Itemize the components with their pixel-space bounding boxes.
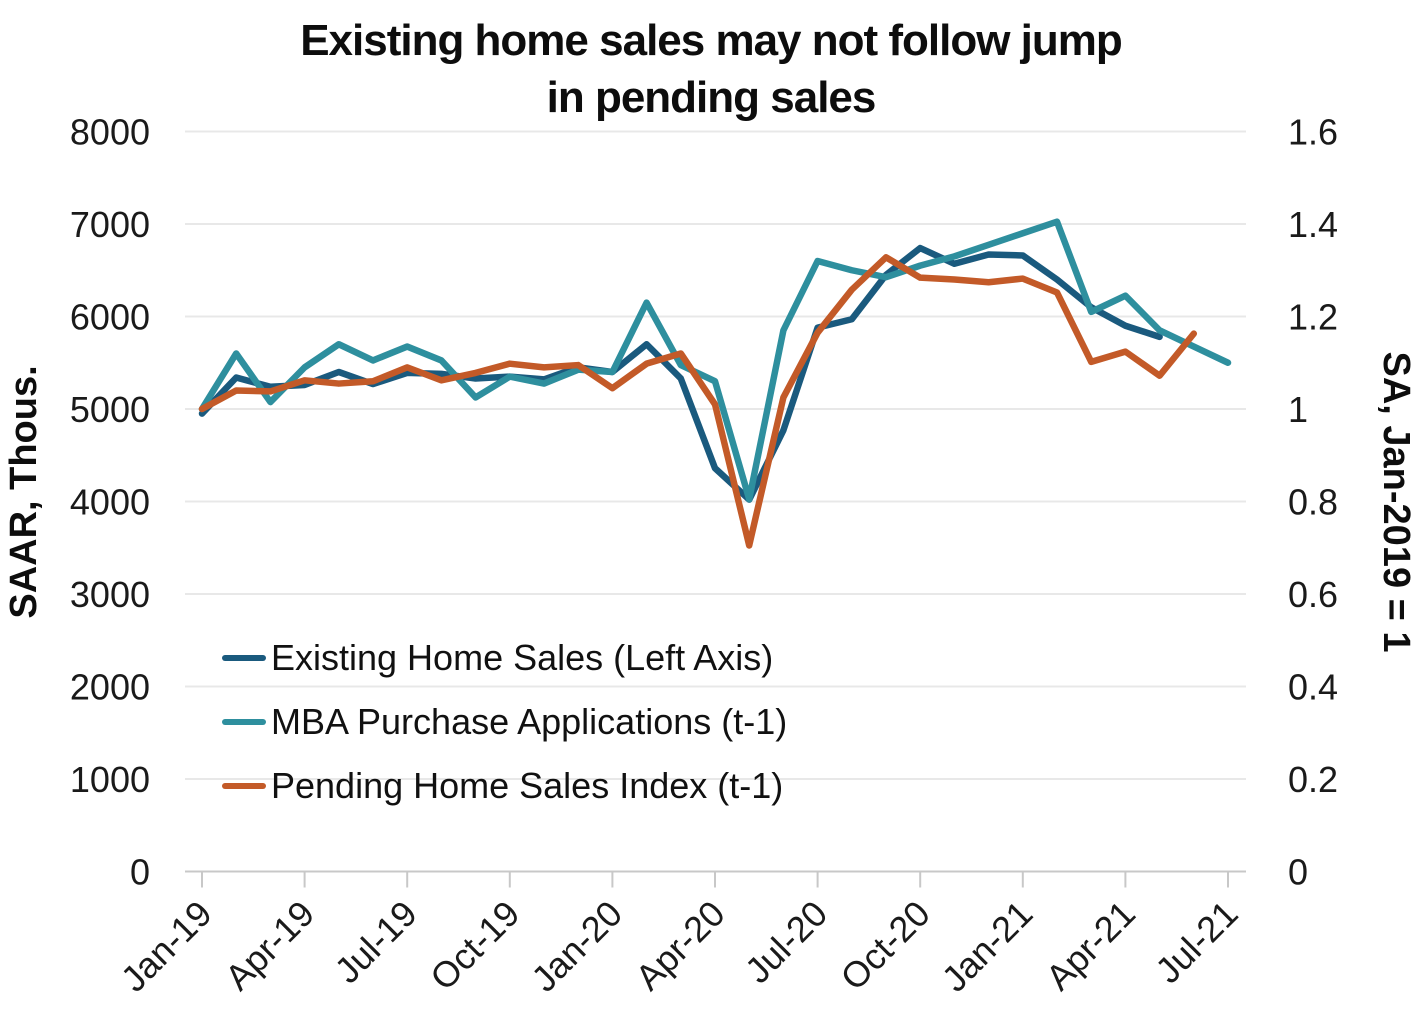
x-axis-tick-label: Jan-21	[934, 893, 1041, 1000]
left-axis-tick-label: 7000	[70, 204, 150, 245]
series-line	[198, 218, 1232, 503]
left-axis-title: SAAR, Thous.	[3, 365, 45, 618]
right-axis-title: SA, Jan-2019 = 1	[1375, 351, 1417, 652]
legend-label: Existing Home Sales (Left Axis)	[271, 637, 774, 678]
legend-item-pending-home-sales: Pending Home Sales Index (t-1)	[222, 754, 787, 818]
right-axis-tick-label: 0.4	[1288, 667, 1338, 708]
x-axis-tick-label: Jan-19	[113, 893, 220, 1000]
right-axis-tick-label: 1.2	[1288, 297, 1338, 338]
legend-swatch-blue-line-icon	[222, 655, 266, 661]
axis-tick-labels: 8000 1.6 7000 1.4 6000 1.2 5000 1 4000 0.8 3000 0.6…	[70, 112, 1338, 1000]
x-axis-tick-label: Oct-19	[422, 893, 527, 998]
legend-swatch-teal-line-icon	[222, 719, 266, 725]
right-axis-tick-label: 0.8	[1288, 482, 1338, 523]
legend: Existing Home Sales (Left Axis) MBA Purc…	[222, 626, 787, 818]
legend-label: MBA Purchase Applications (t-1)	[271, 701, 788, 742]
series-line	[198, 244, 1163, 503]
legend-label: Pending Home Sales Index (t-1)	[271, 765, 784, 806]
axis-ticks	[201, 871, 1229, 888]
left-axis-tick-label: 8000	[70, 112, 150, 153]
right-axis-tick-label: 1.6	[1288, 112, 1338, 153]
legend-item-mba-purchase-applications: MBA Purchase Applications (t-1)	[222, 690, 787, 754]
left-axis-tick-label: 0	[130, 852, 150, 893]
x-axis-tick-label: Jan-20	[523, 893, 630, 1000]
x-axis-tick-label: Oct-20	[832, 893, 937, 998]
gridlines	[185, 130, 1246, 873]
chart-title-line2: in pending sales	[546, 73, 877, 122]
x-axis-tick-label: Apr-21	[1038, 893, 1143, 998]
left-axis-tick-label: 5000	[70, 389, 150, 430]
series-line	[198, 254, 1198, 549]
right-axis-tick-label: 1.4	[1288, 204, 1338, 245]
left-axis-tick-label: 1000	[70, 759, 150, 800]
left-axis-tick-label: 4000	[70, 482, 150, 523]
legend-swatch-orange-line-icon	[222, 783, 266, 789]
legend-item-existing-home-sales: Existing Home Sales (Left Axis)	[222, 626, 787, 690]
x-axis-tick-label: Jul-20	[737, 893, 835, 991]
right-axis-tick-label: 0	[1288, 852, 1308, 893]
right-axis-tick-label: 0.2	[1288, 759, 1338, 800]
right-axis-tick-label: 1	[1288, 389, 1308, 430]
left-axis-tick-label: 3000	[70, 574, 150, 615]
chart-title-line1: Existing home sales may not follow jump	[300, 16, 1123, 65]
data-series-lines	[198, 218, 1232, 549]
x-axis-tick-label: Jul-19	[327, 893, 425, 991]
x-axis-tick-label: Apr-19	[217, 893, 322, 998]
left-axis-tick-label: 6000	[70, 297, 150, 338]
left-axis-tick-label: 2000	[70, 667, 150, 708]
x-axis-tick-label: Apr-20	[627, 893, 732, 998]
chart-title: Existing home sales may not follow jump …	[0, 12, 1422, 126]
right-axis-tick-label: 0.6	[1288, 574, 1338, 615]
x-axis-tick-label: Jul-21	[1147, 893, 1245, 991]
